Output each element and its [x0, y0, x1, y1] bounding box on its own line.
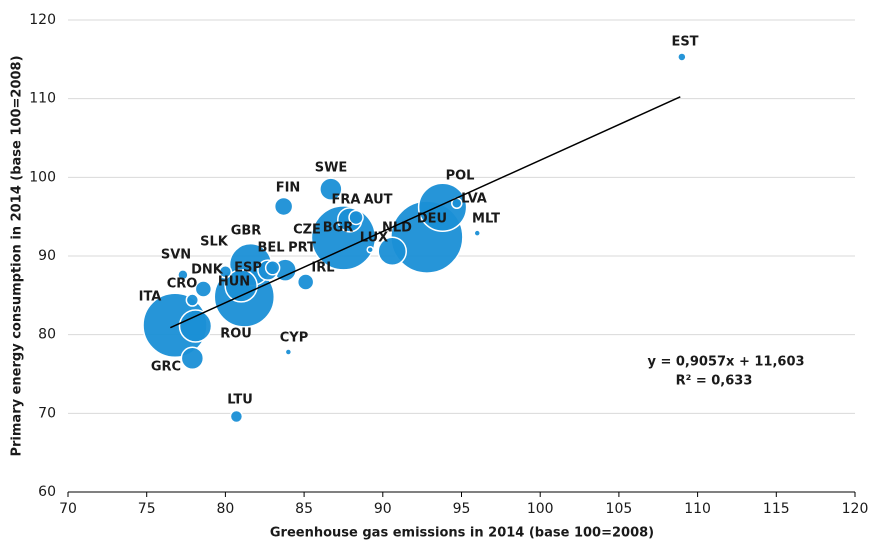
- point-label: PRT: [288, 241, 316, 256]
- point-label: ROU: [220, 327, 252, 342]
- x-tick-label: 105: [606, 501, 633, 517]
- point-label: ESP: [234, 261, 262, 276]
- point-label: GBR: [231, 224, 262, 239]
- r-squared: R² = 0,633: [676, 374, 753, 389]
- x-tick-label: 90: [374, 501, 392, 517]
- point-label: AUT: [363, 193, 392, 208]
- point-label: FIN: [276, 181, 301, 196]
- point-label: SWE: [315, 161, 348, 176]
- point-label: DNK: [191, 263, 224, 278]
- y-tick-label: 110: [29, 91, 56, 107]
- point-label: DEU: [417, 212, 447, 227]
- point-label: CYP: [280, 331, 308, 346]
- point-label: FRA: [332, 193, 361, 208]
- y-tick-label: 80: [38, 327, 56, 343]
- point-label: IRL: [311, 261, 334, 276]
- bubble: [224, 269, 258, 303]
- equation: y = 0,9057x + 11,603: [647, 355, 804, 370]
- bubble: [377, 236, 407, 267]
- point-label: CRO: [167, 277, 198, 292]
- x-tick-label: 95: [453, 501, 471, 517]
- point-label: CZE: [293, 223, 321, 238]
- point-label: BGR: [323, 221, 354, 236]
- bubble: [677, 52, 687, 62]
- point-label: GRC: [151, 360, 181, 375]
- point-label: SLK: [200, 235, 229, 250]
- point-label: EST: [671, 35, 698, 50]
- y-tick-label: 90: [38, 248, 56, 264]
- x-axis-title: Greenhouse gas emissions in 2014 (base 1…: [270, 526, 654, 541]
- bubble: [264, 260, 281, 276]
- point-label: SVN: [161, 248, 191, 263]
- x-tick-label: 85: [295, 501, 313, 517]
- bubble: [185, 293, 200, 307]
- point-label: ITA: [139, 290, 162, 305]
- x-tick-label: 110: [684, 501, 711, 517]
- trendline: [170, 96, 681, 329]
- bubble: [177, 269, 189, 281]
- point-label: LTU: [227, 393, 253, 408]
- x-tick-label: 120: [842, 501, 869, 517]
- bubble: [194, 280, 213, 298]
- point-label: MLT: [472, 212, 500, 227]
- x-tick-label: 80: [216, 501, 234, 517]
- y-tick-label: 100: [29, 169, 56, 185]
- x-tick-label: 70: [59, 501, 77, 517]
- bubble: [178, 309, 213, 343]
- x-tick-label: 75: [138, 501, 156, 517]
- bubble: [273, 196, 294, 217]
- point-label: LVA: [461, 192, 487, 207]
- bubble: [180, 346, 205, 371]
- y-tick-label: 70: [38, 405, 56, 421]
- x-tick-label: 115: [763, 501, 790, 517]
- bubble: [319, 177, 343, 201]
- bubble: [417, 182, 468, 232]
- bubble: [366, 245, 374, 254]
- bubble: [296, 273, 315, 291]
- point-label: BEL: [257, 241, 284, 256]
- bubble: [348, 209, 364, 226]
- point-label: NLD: [382, 221, 412, 236]
- y-tick-label: 60: [38, 484, 56, 500]
- y-tick-label: 120: [29, 12, 56, 28]
- point-label: POL: [446, 169, 475, 184]
- point-label: HUN: [218, 275, 250, 290]
- y-axis-title: Primary energy consumption in 2014 (base…: [10, 55, 25, 456]
- point-label: LUX: [360, 231, 388, 246]
- bubble: [218, 264, 233, 279]
- bubble: [473, 229, 481, 237]
- x-tick-label: 100: [527, 501, 554, 517]
- bubble: [284, 348, 293, 356]
- labels: DEU BGR ITA ESP POL GBR HUN ROU NLD FRA SWE CZE BEL G…: [139, 35, 699, 408]
- bubble: [229, 409, 244, 424]
